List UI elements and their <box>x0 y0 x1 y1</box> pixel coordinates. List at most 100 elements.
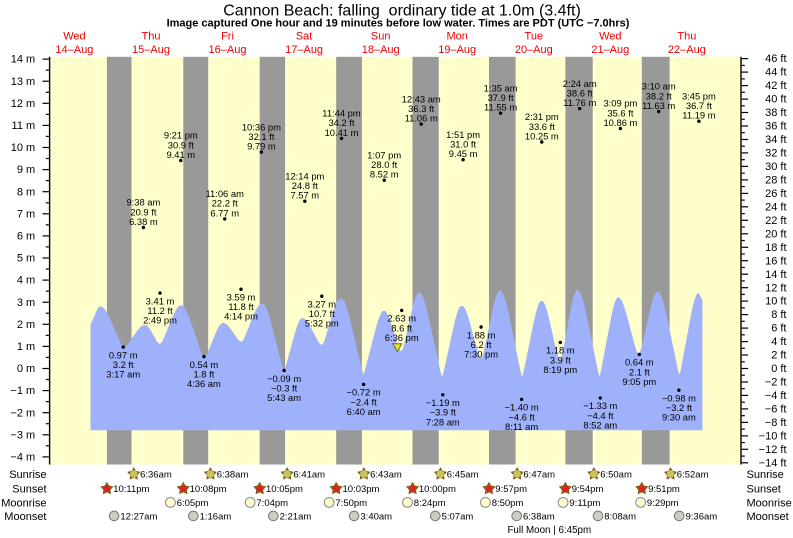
svg-text:0.54 m: 0.54 m <box>190 359 219 370</box>
svg-text:2:31 pm: 2:31 pm <box>525 111 559 122</box>
svg-text:Sunset: Sunset <box>12 484 46 496</box>
svg-text:−3.9 ft: −3.9 ft <box>430 407 457 418</box>
svg-text:2:24 am: 2:24 am <box>563 78 597 89</box>
svg-text:11.06 m: 11.06 m <box>405 113 438 124</box>
svg-text:1.18 m: 1.18 m <box>546 345 575 356</box>
svg-text:−3 m: −3 m <box>10 429 35 441</box>
svg-text:14–Aug: 14–Aug <box>55 44 93 56</box>
svg-text:6:47am: 6:47am <box>523 470 555 481</box>
svg-text:9.79 m: 9.79 m <box>247 141 276 152</box>
svg-text:8:24pm: 8:24pm <box>414 498 446 509</box>
svg-text:8 m: 8 m <box>17 186 35 198</box>
svg-text:−6 ft: −6 ft <box>765 404 787 416</box>
svg-text:3:40am: 3:40am <box>360 511 392 522</box>
svg-text:10.7 ft: 10.7 ft <box>309 308 335 319</box>
svg-text:6:45am: 6:45am <box>447 470 479 481</box>
svg-text:8:08am: 8:08am <box>604 511 636 522</box>
svg-text:3.27 m: 3.27 m <box>307 299 336 310</box>
svg-text:24 ft: 24 ft <box>765 201 786 213</box>
svg-text:22.2 ft: 22.2 ft <box>212 198 238 209</box>
svg-text:−4.4 ft: −4.4 ft <box>587 410 614 421</box>
svg-text:9:54pm: 9:54pm <box>572 484 604 495</box>
svg-text:−0.3 ft: −0.3 ft <box>271 382 298 393</box>
svg-text:7 m: 7 m <box>17 208 35 220</box>
svg-text:4:14 pm: 4:14 pm <box>224 311 258 322</box>
svg-text:34 ft: 34 ft <box>765 134 786 146</box>
svg-text:−12 ft: −12 ft <box>759 444 787 456</box>
svg-text:7:28 am: 7:28 am <box>426 416 460 427</box>
svg-text:Mon: Mon <box>446 31 467 43</box>
svg-text:3:10 am: 3:10 am <box>642 81 676 92</box>
svg-text:3:09 pm: 3:09 pm <box>603 98 637 109</box>
svg-text:6:38am: 6:38am <box>523 511 555 522</box>
svg-text:8:52 am: 8:52 am <box>583 419 617 430</box>
svg-text:32.1 ft: 32.1 ft <box>248 131 274 142</box>
svg-text:11.2 ft: 11.2 ft <box>147 305 173 316</box>
svg-text:2.1 ft: 2.1 ft <box>629 366 650 377</box>
svg-text:40 ft: 40 ft <box>765 94 786 106</box>
svg-text:9:38 am: 9:38 am <box>126 197 160 208</box>
svg-text:Image captured One hour and 19: Image captured One hour and 19 minutes b… <box>167 18 630 30</box>
svg-text:Moonrise: Moonrise <box>1 498 46 510</box>
svg-text:11.63 m: 11.63 m <box>642 100 675 111</box>
svg-text:5 m: 5 m <box>17 253 35 265</box>
svg-text:2 ft: 2 ft <box>771 350 786 362</box>
svg-text:−1.40 m: −1.40 m <box>505 402 539 413</box>
svg-text:22–Aug: 22–Aug <box>668 44 706 56</box>
svg-text:12:14 pm: 12:14 pm <box>285 170 324 181</box>
svg-text:10:03pm: 10:03pm <box>343 484 380 495</box>
svg-text:9:21 pm: 9:21 pm <box>164 130 198 141</box>
svg-text:1:35 am: 1:35 am <box>484 82 518 93</box>
svg-text:20.9 ft: 20.9 ft <box>130 206 156 217</box>
svg-text:20 ft: 20 ft <box>765 228 786 240</box>
svg-text:2:21am: 2:21am <box>280 511 312 522</box>
svg-text:37.9 ft: 37.9 ft <box>488 92 514 103</box>
svg-text:6.38 m: 6.38 m <box>129 216 158 227</box>
svg-text:13 m: 13 m <box>11 76 35 88</box>
svg-text:7:30 pm: 7:30 pm <box>464 349 498 360</box>
svg-text:11 m: 11 m <box>12 120 36 132</box>
svg-text:6 m: 6 m <box>17 231 35 243</box>
svg-text:28 ft: 28 ft <box>765 175 786 187</box>
svg-text:2.63 m: 2.63 m <box>387 313 416 324</box>
svg-text:3.2 ft: 3.2 ft <box>113 359 134 370</box>
svg-text:2 m: 2 m <box>17 319 35 331</box>
svg-text:0 m: 0 m <box>17 363 35 375</box>
svg-text:9:51pm: 9:51pm <box>648 484 680 495</box>
svg-text:3:17 am: 3:17 am <box>106 369 140 380</box>
svg-text:8:50pm: 8:50pm <box>492 498 524 509</box>
svg-text:Wed: Wed <box>63 31 85 43</box>
svg-text:9:57pm: 9:57pm <box>495 484 527 495</box>
svg-text:2:49 pm: 2:49 pm <box>143 315 177 326</box>
svg-text:18–Aug: 18–Aug <box>362 44 400 56</box>
svg-text:8:11 am: 8:11 am <box>505 421 538 432</box>
svg-text:12:43 am: 12:43 am <box>402 93 441 104</box>
svg-text:Fri: Fri <box>221 31 234 43</box>
svg-text:9 m: 9 m <box>17 164 35 176</box>
svg-text:−1.33 m: −1.33 m <box>583 400 617 411</box>
svg-text:5:43 am: 5:43 am <box>267 392 301 403</box>
svg-text:Thu: Thu <box>142 31 161 43</box>
svg-text:7:04pm: 7:04pm <box>256 498 288 509</box>
svg-text:6:50am: 6:50am <box>600 470 632 481</box>
svg-text:11.19 m: 11.19 m <box>682 110 715 121</box>
svg-text:12:27am: 12:27am <box>120 511 157 522</box>
svg-text:0.64 m: 0.64 m <box>625 357 654 368</box>
svg-text:−0.09 m: −0.09 m <box>267 373 301 384</box>
svg-text:Moonset: Moonset <box>747 511 789 523</box>
svg-text:9:11pm: 9:11pm <box>569 498 600 509</box>
svg-text:6:36 pm: 6:36 pm <box>385 332 419 343</box>
svg-text:9:36am: 9:36am <box>686 511 718 522</box>
svg-text:10.41 m: 10.41 m <box>325 127 359 138</box>
svg-text:32 ft: 32 ft <box>765 148 786 160</box>
svg-text:−8 ft: −8 ft <box>765 417 787 429</box>
svg-text:−4 m: −4 m <box>10 452 35 464</box>
svg-text:10:00pm: 10:00pm <box>419 484 456 495</box>
svg-text:1:51 pm: 1:51 pm <box>446 129 480 140</box>
svg-text:−2 ft: −2 ft <box>765 377 787 389</box>
svg-text:1:16am: 1:16am <box>200 511 232 522</box>
svg-text:4 ft: 4 ft <box>771 336 786 348</box>
svg-text:6 ft: 6 ft <box>771 323 786 335</box>
svg-text:Thu: Thu <box>677 31 696 43</box>
svg-text:10 ft: 10 ft <box>765 296 786 308</box>
